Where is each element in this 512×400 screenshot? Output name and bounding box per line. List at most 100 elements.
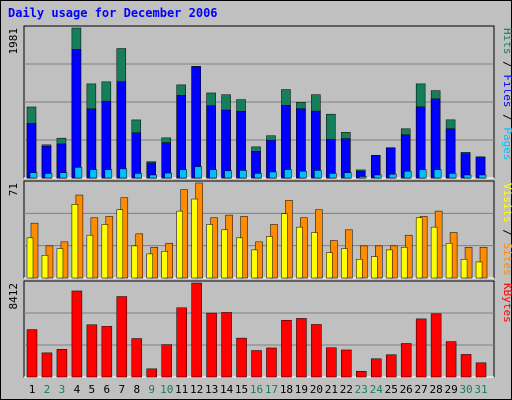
- files-bar: [415, 106, 426, 179]
- files-bar: [131, 132, 142, 179]
- pages-bar: [164, 172, 172, 179]
- x-tick-label: 2: [44, 383, 51, 396]
- sites-bar: [371, 256, 378, 279]
- sites-bar: [311, 232, 318, 279]
- x-tick-label: 6: [104, 383, 111, 396]
- kbytes-bar: [281, 319, 292, 378]
- files-bar: [161, 142, 171, 179]
- sites-bar: [475, 261, 483, 279]
- x-tick-label: 29: [444, 383, 457, 396]
- kbytes-bar: [161, 344, 172, 378]
- kbytes-bar: [146, 368, 157, 378]
- sites-bar: [176, 210, 183, 279]
- sites-bar: [341, 248, 348, 279]
- sites-bar: [71, 204, 79, 279]
- sites-bar: [296, 226, 303, 279]
- sites-bar: [116, 209, 124, 279]
- sites-bar: [26, 237, 34, 279]
- files-bar: [430, 98, 441, 179]
- kbytes-bar: [236, 337, 247, 378]
- x-tick-label: 19: [295, 383, 308, 396]
- files-bar: [460, 153, 471, 179]
- kbytes-bar: [206, 312, 217, 378]
- pages-bar: [239, 170, 247, 179]
- x-tick-label: 28: [430, 383, 443, 396]
- panel-3-ymax-label: 8412: [7, 283, 20, 310]
- kbytes-bar: [71, 290, 83, 378]
- sites-bar: [356, 259, 363, 279]
- x-tick-label: 3: [59, 383, 66, 396]
- pages-bar: [329, 173, 337, 179]
- x-tick-label: 11: [175, 383, 188, 396]
- kbytes-bar: [460, 354, 472, 378]
- sites-bar: [445, 242, 453, 279]
- x-tick-label: 13: [205, 383, 218, 396]
- files-bar: [26, 123, 37, 179]
- files-bar: [86, 108, 97, 179]
- kbytes-bar: [86, 324, 98, 378]
- sites-bar: [206, 224, 213, 279]
- x-tick-label: 31: [474, 383, 487, 396]
- kbytes-bar: [191, 282, 202, 378]
- x-tick-label: 30: [459, 383, 472, 396]
- sites-bar: [430, 226, 438, 279]
- pages-bar: [374, 174, 382, 179]
- x-tick-label: 16: [250, 383, 263, 396]
- sites-bar: [400, 246, 408, 279]
- pages-bar: [284, 169, 292, 179]
- kbytes-bar: [371, 358, 382, 378]
- files-bar: [221, 109, 231, 179]
- x-tick-label: 8: [133, 383, 140, 396]
- files-bar: [341, 138, 351, 179]
- pages-bar: [179, 169, 187, 179]
- kbytes-bar: [251, 350, 262, 378]
- pages-bar: [134, 173, 143, 179]
- sites-bar: [161, 250, 168, 279]
- sites-bar: [385, 249, 393, 279]
- pages-bar: [89, 169, 98, 179]
- kbytes-bar: [475, 362, 487, 378]
- x-tick-label: 1: [29, 383, 36, 396]
- files-bar: [371, 155, 381, 179]
- kbytes-bar: [400, 343, 412, 378]
- x-tick-label: 4: [74, 383, 81, 396]
- panel-2-ymax-label: 71: [7, 183, 20, 196]
- sites-bar: [56, 248, 64, 279]
- sites-bar: [326, 252, 333, 279]
- files-bar: [206, 105, 216, 179]
- legend-hits-files-pages: Hits / Files / Pages: [501, 28, 512, 161]
- files-bar: [236, 110, 246, 179]
- x-tick-label: 12: [190, 383, 203, 396]
- sites-bar: [191, 198, 198, 279]
- panel-1-ymax-label: 1981: [7, 28, 20, 55]
- sites-bar: [101, 224, 109, 279]
- kbytes-bar: [176, 307, 187, 378]
- files-bar: [281, 105, 291, 179]
- pages-bar: [478, 174, 487, 179]
- pages-bar: [388, 173, 397, 179]
- pages-bar: [254, 173, 262, 179]
- x-tick-label: 17: [265, 383, 278, 396]
- pages-bar: [344, 172, 352, 179]
- sites-bar: [131, 245, 139, 279]
- pages-bar: [314, 170, 322, 179]
- files-bar: [326, 139, 336, 179]
- pages-bar: [44, 173, 53, 179]
- x-tick-label: 22: [340, 383, 353, 396]
- chart-title: Daily usage for December 2006: [8, 6, 218, 20]
- files-bar: [71, 49, 82, 179]
- x-tick-label: 7: [118, 383, 125, 396]
- kbytes-bar: [326, 347, 337, 378]
- pages-bar: [418, 169, 427, 179]
- kbytes-bar: [41, 352, 53, 378]
- x-tick-label: 15: [235, 383, 248, 396]
- pages-bar: [119, 168, 128, 179]
- sites-bar: [236, 237, 243, 279]
- kbytes-bar: [445, 341, 457, 378]
- pages-bar: [29, 172, 38, 179]
- x-tick-label: 18: [280, 383, 293, 396]
- kbytes-bar: [131, 338, 143, 378]
- kbytes-bar: [430, 313, 442, 378]
- x-tick-label: 26: [400, 383, 413, 396]
